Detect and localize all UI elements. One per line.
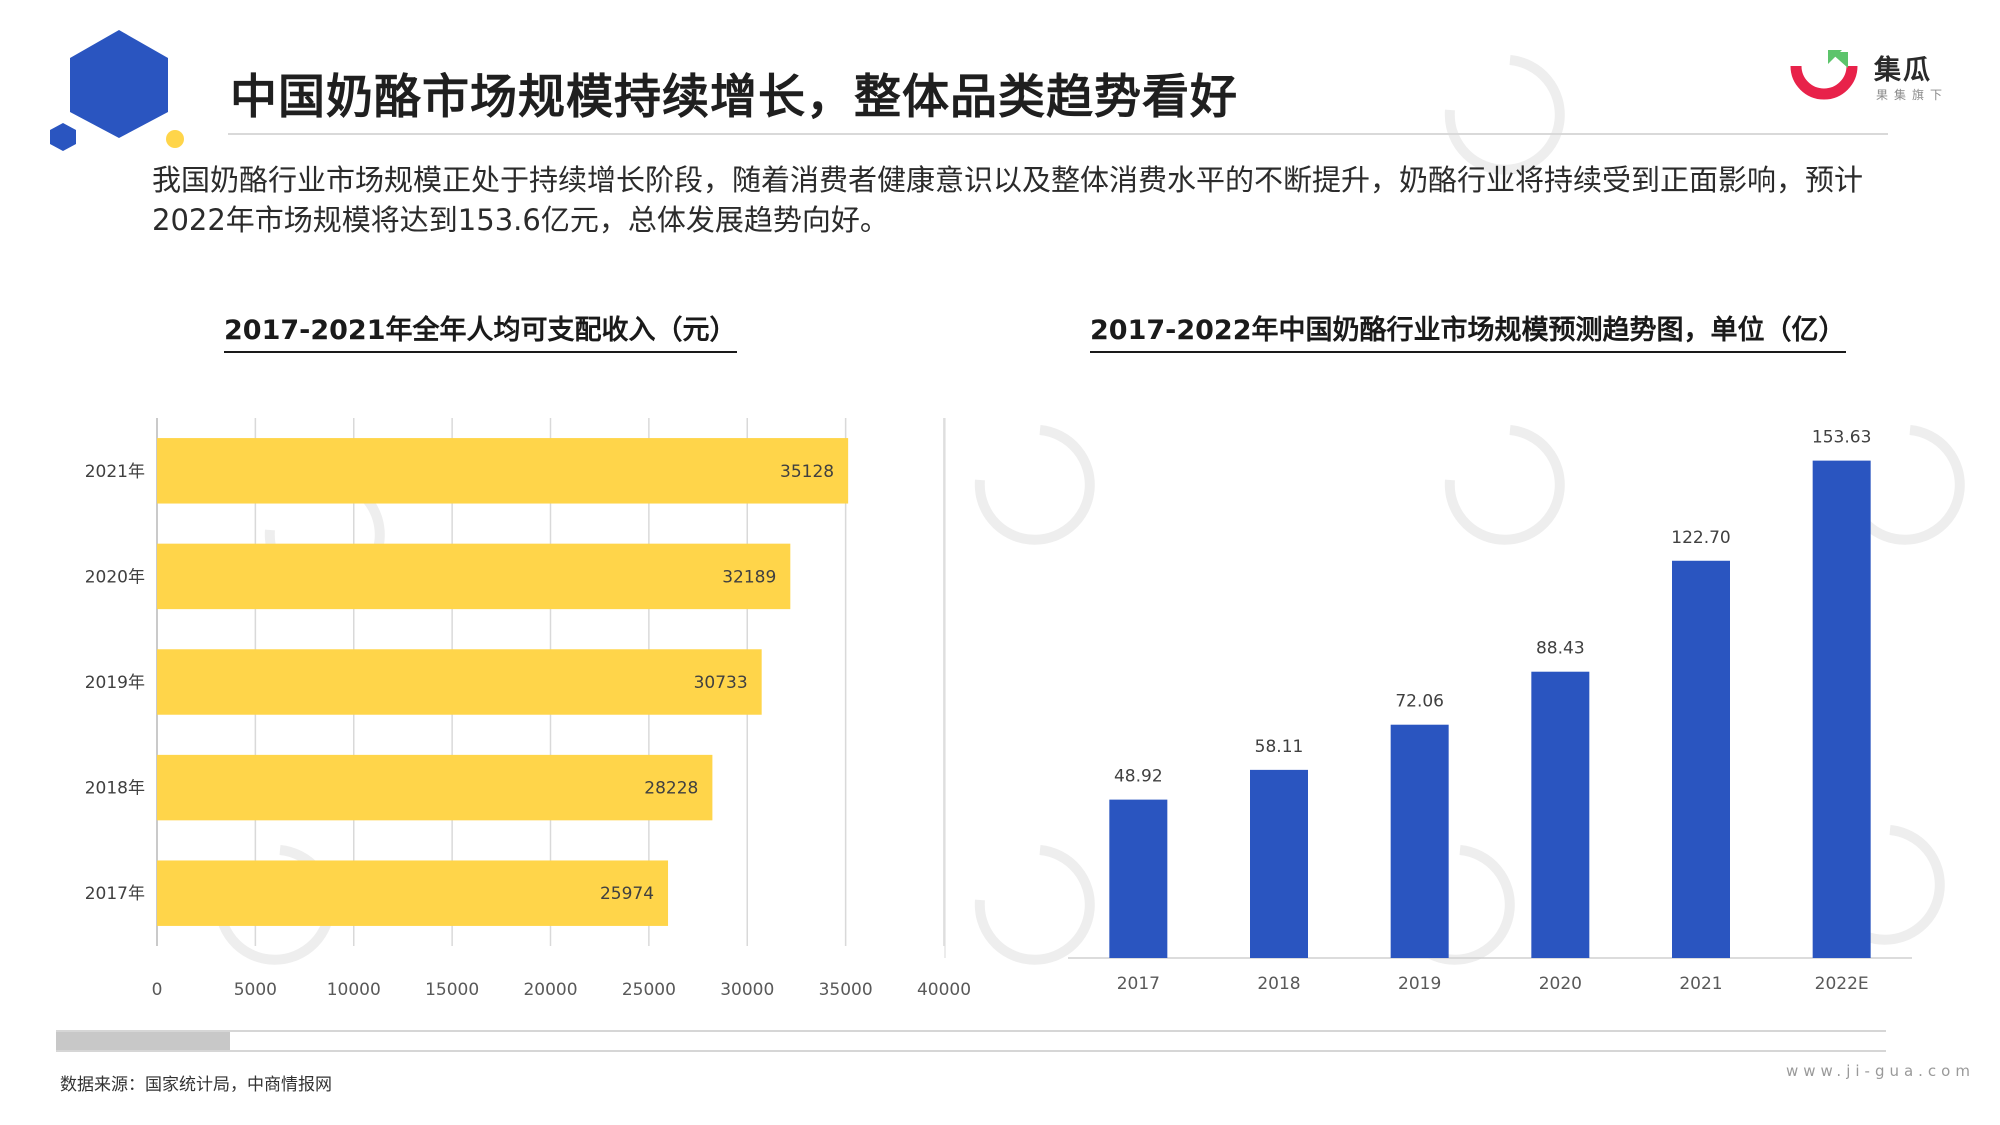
data-source: 数据来源：国家统计局，中商情报网 [60,1075,332,1095]
bar-value-label: 25974 [600,884,654,904]
brand-logo: 集瓜 果集旗下 [1790,44,1960,114]
bar-value-label: 35128 [780,462,834,482]
hexagon-decoration [70,30,168,138]
income-bar [157,438,849,504]
income-bar [157,649,762,715]
income-bar [157,754,713,821]
x-tick-label: 35000 [819,980,873,1000]
market-size-bar [1109,799,1168,958]
market-size-bar [1672,560,1730,958]
logo-name: 集瓜 [1874,55,1932,86]
x-tick-label: 15000 [425,980,479,1000]
bar-value-label: 72.06 [1395,692,1444,712]
x-tick-label: 0 [152,980,163,1000]
bar-value-label: 153.63 [1812,428,1871,448]
market-size-bar [1390,724,1449,958]
bar-value-label: 88.43 [1536,639,1585,659]
page-title: 中国奶酪市场规模持续增长，整体品类趋势看好 [230,70,1238,125]
x-category-label: 2020 [1539,974,1582,994]
x-category-label: 2022E [1815,974,1869,994]
bar-value-label: 122.70 [1671,528,1730,548]
bar-value-label: 58.11 [1255,737,1304,757]
x-tick-label: 10000 [327,980,381,1000]
y-category-label: 2018年 [85,779,145,799]
x-category-label: 2019 [1398,974,1441,994]
y-category-label: 2019年 [85,673,145,693]
x-tick-label: 25000 [622,980,676,1000]
market-size-bar [1531,671,1590,958]
bar-value-label: 30733 [694,673,748,693]
x-tick-label: 5000 [234,980,277,1000]
y-category-label: 2021年 [85,462,145,482]
small-hexagon-decoration [50,123,76,151]
title-divider [228,133,1888,135]
bar-value-label: 48.92 [1114,767,1163,787]
y-category-label: 2020年 [85,567,145,587]
chart-divider [944,418,946,958]
logo-mark-icon [1790,50,1858,100]
x-tick-label: 20000 [523,980,577,1000]
bar-value-label: 28228 [644,779,698,799]
website-url: www.ji-gua.com [1786,1062,1975,1080]
x-tick-label: 40000 [917,980,971,1000]
y-category-label: 2017年 [85,884,145,904]
bar-value-label: 32189 [722,567,776,587]
right-chart-title: 2017-2022年中国奶酪行业市场规模预测趋势图，单位（亿） [1090,308,1846,353]
x-category-label: 2018 [1257,974,1300,994]
income-bar [157,543,791,610]
market-size-bar [1250,769,1308,958]
x-category-label: 2017 [1117,974,1160,994]
scrollbar-thumb[interactable] [56,1032,230,1050]
x-tick-label: 30000 [720,980,774,1000]
horizontal-scrollbar[interactable] [56,1030,1886,1052]
market-size-bar [1812,460,1871,958]
x-category-label: 2021 [1679,974,1722,994]
intro-paragraph: 我国奶酪行业市场规模正处于持续增长阶段，随着消费者健康意识以及整体消费水平的不断… [152,163,1864,237]
yellow-dot-decoration [166,130,184,148]
logo-subtitle: 果集旗下 [1876,88,1949,102]
income-bar [157,860,669,926]
left-chart-title: 2017-2021年全年人均可支配收入（元） [224,308,737,353]
